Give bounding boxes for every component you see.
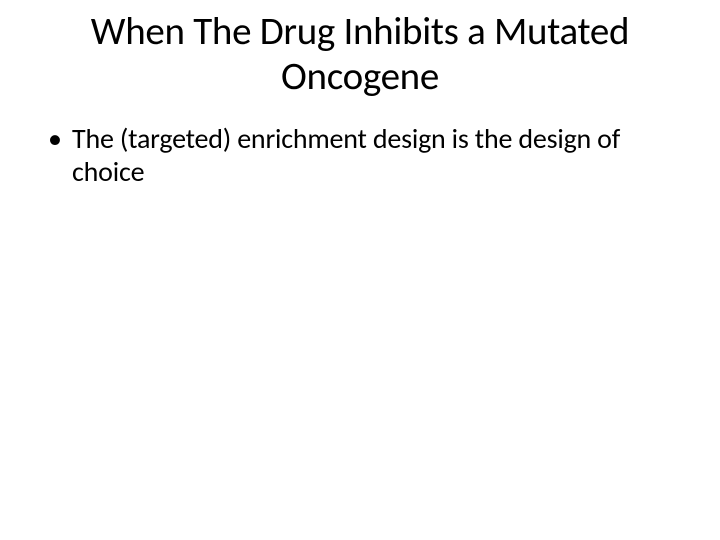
bullet-item: The (targeted) enrichment design is the … <box>48 122 690 189</box>
bullet-list: The (targeted) enrichment design is the … <box>30 122 690 189</box>
slide-container: When The Drug Inhibits a Mutated Oncogen… <box>0 0 720 540</box>
slide-title: When The Drug Inhibits a Mutated Oncogen… <box>30 10 690 100</box>
